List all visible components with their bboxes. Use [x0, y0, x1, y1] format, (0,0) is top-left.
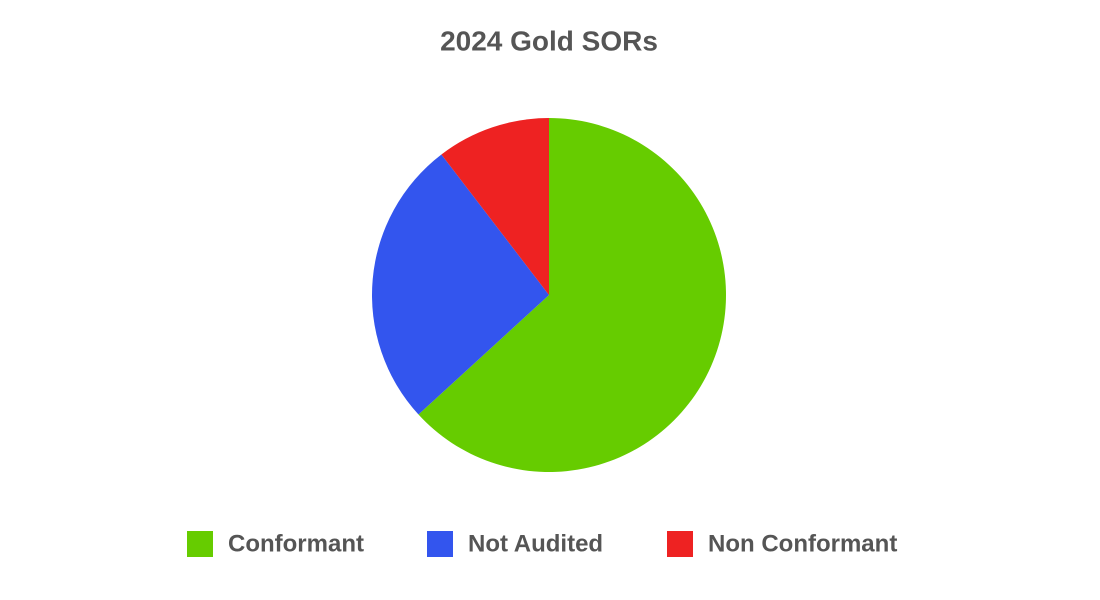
chart-title: 2024 Gold SORs	[440, 25, 658, 56]
legend-swatch	[187, 531, 213, 557]
pie-slice	[441, 118, 549, 295]
pie-slice	[371, 154, 549, 415]
legend-swatch	[667, 531, 693, 557]
legend-label: Conformant	[228, 530, 364, 557]
pie-slice	[418, 118, 726, 473]
legend-label: Not Audited	[468, 530, 603, 557]
legend-label: Non Conformant	[708, 530, 897, 557]
legend-swatch	[427, 531, 453, 557]
